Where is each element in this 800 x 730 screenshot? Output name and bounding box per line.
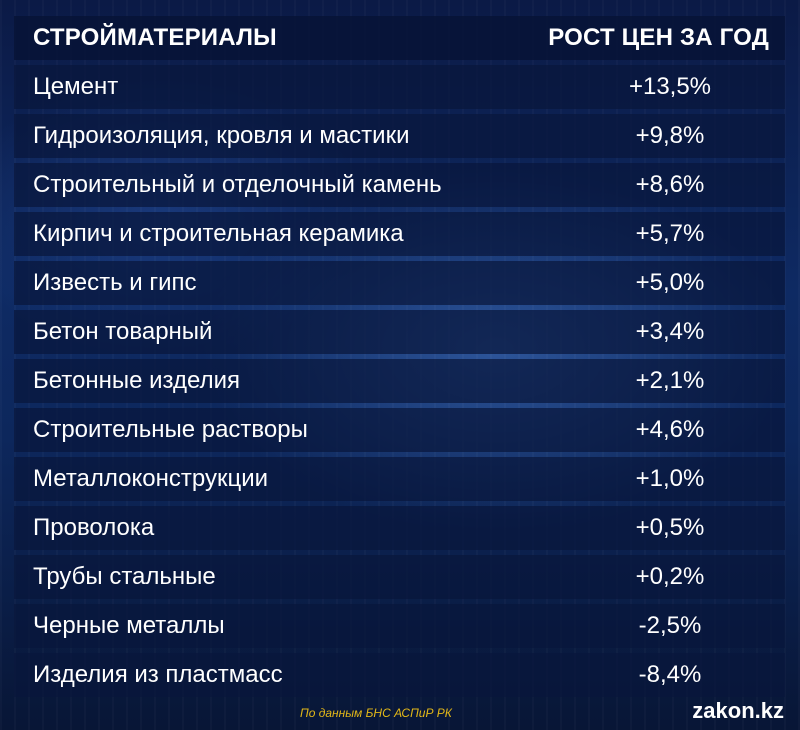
price-growth-value: +5,7% xyxy=(635,220,705,247)
material-name: Цемент xyxy=(33,73,119,100)
table-row: Черные металлы -2,5% xyxy=(14,604,785,648)
table-header: СТРОЙМАТЕРИАЛЫ РОСТ ЦЕН ЗА ГОД xyxy=(14,16,785,60)
table-row: Строительные растворы +4,6% xyxy=(14,408,785,452)
material-name: Строительные растворы xyxy=(33,416,308,443)
material-name: Бетон товарный xyxy=(33,318,213,345)
material-name: Гидроизоляция, кровля и мастики xyxy=(33,122,410,149)
table-row: Кирпич и строительная керамика +5,7% xyxy=(14,212,785,256)
price-growth-value: +0,2% xyxy=(635,563,705,590)
price-growth-value: +2,1% xyxy=(635,367,705,394)
material-name: Изделия из пластмасс xyxy=(33,661,283,688)
table-row: Строительный и отделочный камень +8,6% xyxy=(14,163,785,207)
price-table: СТРОЙМАТЕРИАЛЫ РОСТ ЦЕН ЗА ГОД Цемент +1… xyxy=(14,16,785,702)
data-source-note: По данным БНС АСПиР РК xyxy=(300,706,452,720)
material-name: Строительный и отделочный камень xyxy=(33,171,442,198)
price-growth-value: +8,6% xyxy=(635,171,705,198)
material-name: Кирпич и строительная керамика xyxy=(33,220,404,247)
material-name: Бетонные изделия xyxy=(33,367,240,394)
price-growth-value: -2,5% xyxy=(638,612,702,639)
header-materials: СТРОЙМАТЕРИАЛЫ xyxy=(33,24,277,51)
table-row: Трубы стальные +0,2% xyxy=(14,555,785,599)
price-growth-value: +9,8% xyxy=(635,122,705,149)
material-name: Металлоконструкции xyxy=(33,465,269,492)
price-growth-value: +4,6% xyxy=(635,416,705,443)
price-growth-value: -8,4% xyxy=(638,661,702,688)
material-name: Черные металлы xyxy=(33,612,225,639)
table-row: Бетон товарный +3,4% xyxy=(14,310,785,354)
table-row: Металлоконструкции +1,0% xyxy=(14,457,785,501)
zakon-logo: zakon.kz xyxy=(692,698,784,723)
price-growth-value: +1,0% xyxy=(635,465,705,492)
price-growth-value: +13,5% xyxy=(628,73,712,100)
table-row: Изделия из пластмасс -8,4% xyxy=(14,653,785,697)
material-name: Трубы стальные xyxy=(33,563,216,590)
table-row: Бетонные изделия +2,1% xyxy=(14,359,785,403)
table-row: Проволока +0,5% xyxy=(14,506,785,550)
header-price-growth: РОСТ ЦЕН ЗА ГОД xyxy=(548,24,769,51)
price-growth-value: +3,4% xyxy=(635,318,705,345)
material-name: Проволока xyxy=(33,514,155,541)
table-row: Известь и гипс +5,0% xyxy=(14,261,785,305)
price-growth-value: +5,0% xyxy=(635,269,705,296)
table-row: Цемент +13,5% xyxy=(14,65,785,109)
table-row: Гидроизоляция, кровля и мастики +9,8% xyxy=(14,114,785,158)
price-growth-value: +0,5% xyxy=(635,514,705,541)
material-name: Известь и гипс xyxy=(33,269,197,296)
